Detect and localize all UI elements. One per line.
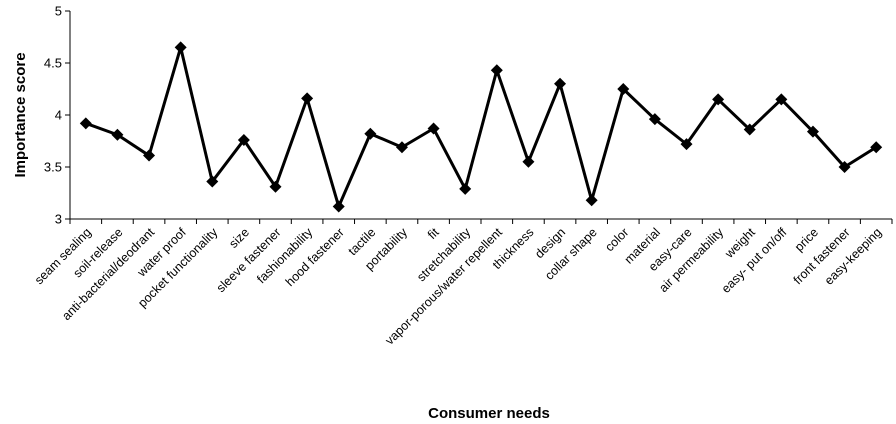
y-tick-label: 3.5: [44, 160, 62, 175]
y-axis-title: Importance score: [12, 52, 29, 177]
data-point-marker: [648, 113, 661, 126]
data-point-marker: [269, 180, 282, 193]
data-point-marker: [775, 93, 788, 106]
x-tick-labels: seam sealingsoil-releaseanti-bacterial/d…: [32, 225, 884, 348]
data-point-marker: [79, 117, 92, 130]
data-point-marker: [332, 200, 345, 213]
data-point-marker: [395, 141, 408, 154]
y-tick-labels: 3 3.5 4 4.5 5: [44, 4, 62, 227]
data-point-marker: [143, 149, 156, 162]
data-point-marker: [111, 128, 124, 141]
data-point-marker: [237, 133, 250, 146]
y-tick-label: 4.5: [44, 56, 62, 71]
data-point-marker: [490, 64, 503, 77]
data-point-marker: [743, 123, 756, 136]
data-point-marker: [712, 93, 725, 106]
data-point-marker: [617, 83, 630, 95]
data-point-marker: [680, 138, 693, 151]
data-point-marker: [806, 125, 819, 138]
y-tick-label: 4: [55, 108, 62, 123]
data-point-marker: [870, 141, 883, 154]
data-point-marker: [522, 155, 535, 168]
axes: [65, 10, 893, 224]
data-point-marker: [206, 175, 219, 188]
x-tick-label: fit: [425, 225, 442, 242]
data-point-marker: [838, 161, 851, 173]
data-point-marker: [364, 127, 377, 140]
series-line: [85, 45, 877, 209]
data-point-marker: [554, 77, 567, 90]
data-point-marker: [459, 182, 472, 195]
y-tick-label: 3: [55, 212, 62, 227]
data-point-marker: [427, 122, 440, 135]
data-point-marker: [301, 92, 314, 105]
data-point-marker: [585, 194, 598, 207]
y-tick-label: 5: [55, 4, 62, 19]
x-axis-title: Consumer needs: [428, 405, 550, 422]
data-point-marker: [174, 41, 187, 54]
data-points: [79, 41, 883, 213]
x-tick-label: size: [226, 225, 252, 251]
